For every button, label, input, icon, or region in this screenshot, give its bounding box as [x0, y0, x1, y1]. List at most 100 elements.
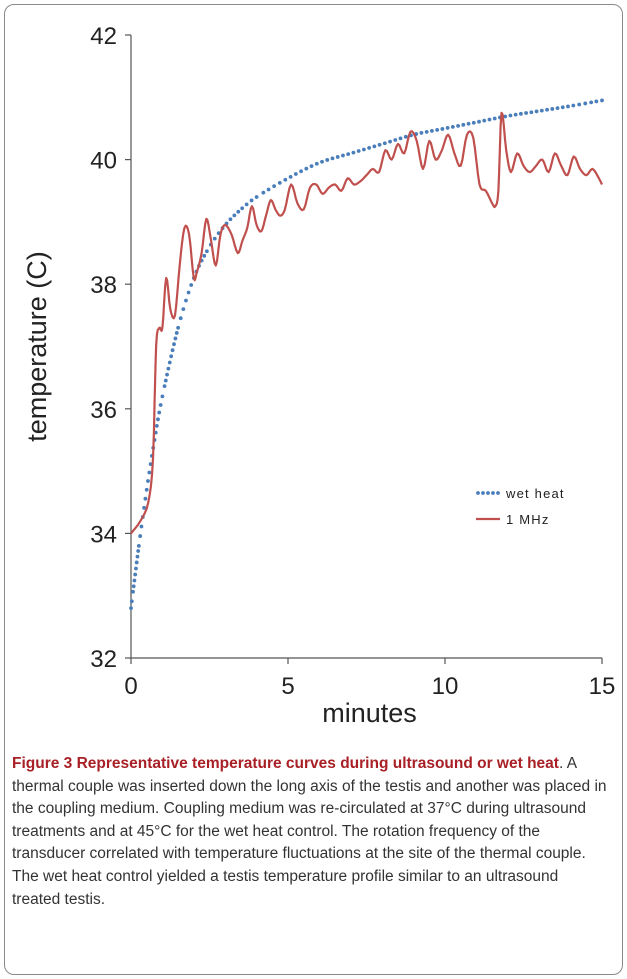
series-wet-heat-point	[440, 127, 445, 131]
series-wet-heat-point	[550, 107, 555, 111]
series-wet-heat-point	[272, 184, 277, 189]
series-wet-heat-point	[134, 566, 138, 571]
series-wet-heat-point	[228, 217, 233, 222]
series-wet-heat-point	[293, 172, 298, 176]
series-wet-heat-point	[560, 105, 565, 110]
y-tick-label: 36	[90, 397, 117, 424]
series-wet-heat-point	[600, 98, 604, 103]
series-wet-heat-point	[445, 126, 450, 130]
series-wet-heat-point	[244, 202, 249, 207]
series-1-mhz-line	[130, 111, 603, 535]
y-tick-label: 42	[90, 23, 117, 50]
series-wet-heat-point	[419, 131, 424, 135]
series-wet-heat-point	[320, 159, 324, 164]
series-wet-heat-point	[471, 120, 476, 125]
series-wet-heat-point	[157, 410, 162, 415]
caption-title: Figure 3 Representative temperature curv…	[12, 755, 559, 772]
series-wet-heat-point	[160, 394, 165, 399]
figure-caption: Figure 3 Representative temperature curv…	[12, 753, 610, 911]
temperature-chart: 32 34 36 38 40 42 0 5 10 15 minutes temperature (C)…	[22, 23, 615, 728]
series-wet-heat-point	[450, 124, 455, 129]
series-wet-heat-point	[309, 164, 314, 168]
series-wet-heat-point	[147, 470, 152, 475]
y-tick-label: 40	[90, 148, 117, 175]
series-wet-heat-point	[136, 543, 141, 548]
legend-1-mhz-label: 1 MHz	[506, 512, 550, 527]
series-wet-heat-point	[172, 342, 176, 347]
series-wet-heat-point	[545, 107, 549, 112]
legend-wet-heat-swatch	[476, 491, 480, 495]
series-wet-heat-point	[435, 128, 440, 132]
series-wet-heat-point	[132, 578, 137, 583]
series-wet-heat-point	[176, 325, 181, 330]
series-wet-heat-point	[146, 479, 150, 483]
series-wet-heat-point	[377, 142, 382, 147]
series-wet-heat-point	[466, 121, 471, 126]
series-wet-heat-point	[131, 589, 135, 594]
series-wet-heat-point	[330, 156, 335, 161]
series-wet-heat-point	[487, 117, 492, 122]
series-wet-heat-point	[398, 136, 403, 141]
series-wet-heat-point	[158, 403, 163, 407]
series-wet-heat-point	[456, 123, 460, 128]
caption-text: . A thermal couple was inserted down the…	[12, 755, 607, 908]
series-wet-heat-point	[139, 524, 144, 529]
series-wet-heat-point	[249, 198, 254, 203]
series-wet-heat-point	[524, 111, 529, 115]
series-wet-heat-point	[477, 119, 481, 124]
series-wet-heat-point	[589, 100, 594, 105]
series-wet-heat-point	[482, 118, 487, 123]
series-wet-heat-point	[170, 348, 175, 353]
series-wet-heat-point	[388, 139, 392, 144]
series-wet-heat-point	[314, 161, 319, 166]
series-wet-heat-point	[266, 187, 271, 192]
x-tick-label: 10	[432, 673, 459, 700]
series-wet-heat-point	[341, 153, 345, 158]
series-wet-heat-point	[184, 298, 188, 303]
series-wet-heat-point	[304, 166, 309, 171]
y-axis-label: temperature (C)	[22, 251, 52, 442]
series-wet-heat-point	[136, 549, 141, 553]
series-wet-heat-point	[508, 113, 513, 118]
series-wet-heat-point	[382, 141, 387, 146]
series-wet-heat-point	[166, 366, 171, 371]
series-wet-heat-point	[173, 336, 178, 341]
series-wet-heat-point	[571, 103, 576, 108]
series-wet-heat-point	[240, 206, 245, 211]
series-wet-heat-point	[492, 116, 497, 121]
series-wet-heat-point	[129, 599, 134, 604]
series-wet-heat-point	[156, 417, 160, 422]
series-wet-heat-point	[134, 560, 139, 565]
series-wet-heat-point	[174, 331, 179, 335]
series-wet-heat-point	[186, 290, 191, 295]
series-wet-heat-point	[367, 146, 372, 150]
series-wet-heat-point	[403, 134, 408, 139]
series-wet-heat-point	[393, 138, 398, 142]
series-wet-heat-point	[325, 158, 330, 162]
series-wet-heat-point	[594, 99, 599, 104]
y-tick-label: 34	[90, 521, 117, 548]
series-wet-heat-point	[143, 496, 148, 501]
series-wet-heat-point	[518, 111, 523, 116]
legend-wet-heat-swatch	[486, 491, 490, 495]
x-tick-label: 5	[281, 673, 294, 700]
legend-wet-heat-swatch	[481, 491, 485, 495]
series-wet-heat-point	[133, 572, 138, 577]
legend-wet-heat-swatch	[496, 491, 500, 495]
series-wet-heat-point	[277, 180, 282, 185]
series-wet-heat-point	[162, 384, 167, 389]
series-wet-heat-point	[539, 108, 544, 113]
y-tick-label: 38	[90, 272, 117, 299]
series-wet-heat-point	[461, 122, 466, 127]
series-wet-heat-point	[430, 128, 434, 133]
series-wet-heat-point	[254, 195, 259, 199]
series-wet-heat-point	[335, 155, 340, 159]
series-wet-heat-point	[583, 101, 588, 106]
series-wet-heat-point	[232, 213, 237, 218]
series-wet-heat-point	[142, 505, 146, 510]
series-wet-heat-point	[372, 144, 377, 149]
series-wet-heat-point	[351, 150, 356, 155]
series-wet-heat-point	[189, 283, 194, 287]
series-wet-heat-point	[131, 584, 136, 589]
series-wet-heat-point	[181, 307, 186, 312]
